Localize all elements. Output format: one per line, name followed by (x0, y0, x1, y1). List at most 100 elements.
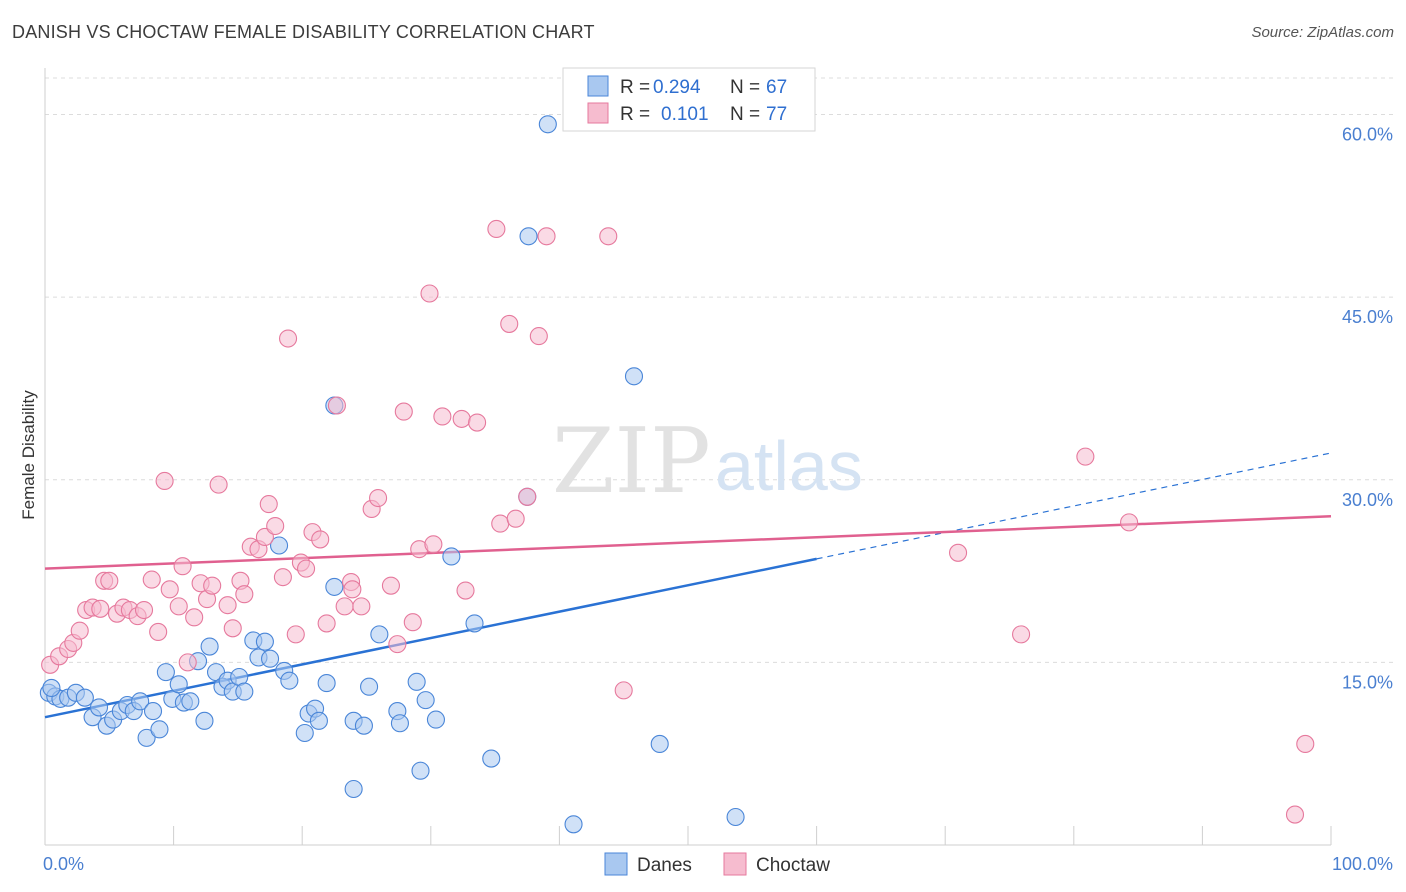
point-choctaw (178, 653, 197, 672)
point-danes (137, 728, 156, 747)
point-choctaw (259, 495, 278, 514)
point-danes (325, 577, 344, 596)
x-tick-label: 0.0% (43, 854, 84, 874)
point-choctaw (420, 284, 439, 303)
point-choctaw (286, 625, 305, 644)
y-tick-label: 60.0% (1342, 125, 1393, 145)
point-choctaw (394, 402, 413, 421)
top-legend: R = 0.294 N = 67 R = 0.101 N = 77 (562, 67, 816, 132)
series-danes (39, 115, 745, 834)
point-choctaw (100, 571, 119, 590)
point-danes (390, 714, 409, 733)
legend-swatch-danes (587, 75, 609, 97)
legend-r-value-choctaw: 0.101 (661, 104, 709, 125)
point-danes (726, 807, 745, 827)
point-danes (280, 671, 299, 690)
point-choctaw (1076, 447, 1095, 466)
legend-r-label-danes: R = (620, 77, 650, 98)
legend-swatch-choctaw (587, 102, 609, 124)
point-choctaw (381, 576, 400, 595)
y-tick-label: 15.0% (1342, 672, 1393, 692)
point-danes (195, 711, 214, 730)
data-points (39, 115, 1315, 834)
point-danes (538, 115, 557, 134)
legend-n-label-choctaw: N = (730, 104, 760, 125)
series-choctaw (41, 219, 1315, 824)
point-choctaw (335, 597, 354, 616)
bottom-legend-swatch-choctaw (723, 852, 747, 876)
legend-n-label-danes: N = (730, 77, 760, 98)
source-label: Source: ZipAtlas.com (1251, 24, 1394, 41)
point-choctaw (1012, 625, 1031, 644)
trend-line-choctaw (44, 515, 1332, 570)
watermark-zip: ZIP (552, 409, 711, 514)
point-choctaw (537, 227, 556, 246)
point-choctaw (223, 619, 242, 638)
point-choctaw (599, 227, 618, 246)
point-choctaw (403, 613, 422, 632)
point-choctaw (218, 596, 237, 615)
point-danes (200, 637, 219, 656)
point-danes (169, 675, 188, 694)
bottom-legend-label-choctaw: Choctaw (756, 855, 830, 876)
point-danes (309, 711, 328, 730)
x-tick-labels: 0.0% 100.0% (43, 854, 1393, 874)
point-choctaw (91, 599, 110, 618)
point-choctaw (487, 219, 506, 239)
point-choctaw (500, 314, 519, 333)
point-danes (42, 678, 61, 697)
point-danes (270, 536, 289, 555)
point-choctaw (279, 329, 298, 348)
point-danes (624, 367, 644, 386)
point-danes (465, 614, 484, 633)
point-choctaw (149, 622, 168, 641)
point-choctaw (614, 681, 633, 700)
point-choctaw (1285, 805, 1305, 824)
point-danes (344, 779, 363, 799)
point-choctaw (311, 530, 330, 549)
point-choctaw (491, 514, 510, 533)
watermark-atlas: atlas (715, 427, 863, 505)
point-choctaw (155, 471, 174, 491)
point-choctaw (518, 487, 537, 506)
point-choctaw (452, 409, 471, 428)
point-danes (650, 734, 669, 754)
point-danes (354, 716, 373, 735)
legend-r-label-choctaw: R = (620, 104, 650, 125)
point-choctaw (134, 600, 154, 620)
point-choctaw (203, 576, 222, 595)
point-choctaw (297, 559, 316, 578)
point-danes (407, 672, 426, 691)
trend-line-danes-extension (816, 452, 1332, 560)
point-choctaw (529, 327, 548, 346)
point-choctaw (142, 570, 161, 589)
point-choctaw (369, 488, 388, 508)
axes (44, 68, 1332, 846)
point-danes (564, 815, 583, 834)
point-danes (89, 698, 109, 717)
point-danes (519, 227, 538, 246)
y-axis-title: Female Disability (19, 390, 38, 520)
point-choctaw (235, 585, 254, 604)
y-tick-labels: 15.0% 30.0% 45.0% 60.0% (1342, 125, 1393, 693)
point-danes (426, 710, 445, 729)
y-tick-label: 30.0% (1342, 490, 1393, 510)
point-danes (295, 723, 314, 743)
point-danes (156, 663, 175, 682)
point-danes (143, 702, 163, 721)
x-tick-label: 100.0% (1332, 854, 1393, 874)
point-choctaw (273, 568, 292, 587)
point-choctaw (185, 608, 204, 627)
gridlines (45, 77, 1395, 663)
point-danes (416, 691, 435, 710)
point-danes (370, 625, 389, 644)
point-danes (317, 674, 336, 693)
legend-r-value-danes: 0.294 (653, 77, 701, 98)
y-tick-label: 45.0% (1342, 307, 1393, 327)
point-choctaw (352, 597, 371, 616)
point-danes (131, 692, 150, 711)
point-danes (235, 682, 254, 701)
point-choctaw (949, 543, 968, 562)
point-danes (75, 688, 94, 707)
